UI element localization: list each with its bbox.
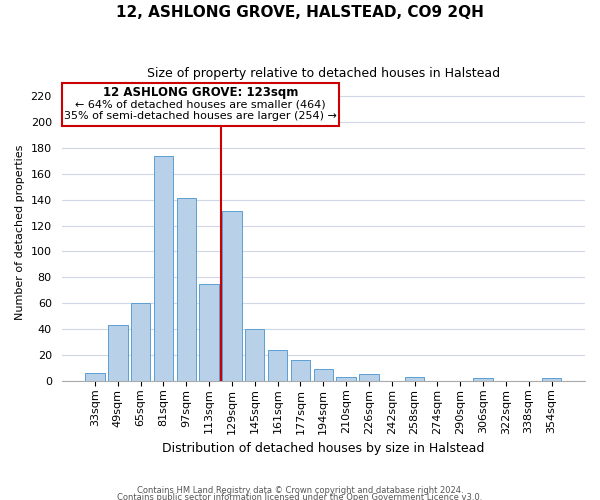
Bar: [268, 350, 287, 381]
Bar: [337, 377, 356, 381]
Bar: [245, 329, 265, 381]
FancyBboxPatch shape: [62, 83, 339, 126]
Bar: [473, 378, 493, 381]
Text: Contains public sector information licensed under the Open Government Licence v3: Contains public sector information licen…: [118, 494, 482, 500]
Bar: [291, 360, 310, 381]
Bar: [131, 303, 151, 381]
Title: Size of property relative to detached houses in Halstead: Size of property relative to detached ho…: [147, 68, 500, 80]
Bar: [405, 377, 424, 381]
Bar: [542, 378, 561, 381]
Text: Contains HM Land Registry data © Crown copyright and database right 2024.: Contains HM Land Registry data © Crown c…: [137, 486, 463, 495]
Bar: [199, 284, 219, 381]
Text: ← 64% of detached houses are smaller (464): ← 64% of detached houses are smaller (46…: [75, 100, 326, 110]
Y-axis label: Number of detached properties: Number of detached properties: [15, 144, 25, 320]
Bar: [359, 374, 379, 381]
Bar: [222, 212, 242, 381]
Text: 12, ASHLONG GROVE, HALSTEAD, CO9 2QH: 12, ASHLONG GROVE, HALSTEAD, CO9 2QH: [116, 5, 484, 20]
X-axis label: Distribution of detached houses by size in Halstead: Distribution of detached houses by size …: [162, 442, 484, 455]
Bar: [176, 198, 196, 381]
Bar: [108, 325, 128, 381]
Bar: [154, 156, 173, 381]
Bar: [314, 369, 333, 381]
Text: 35% of semi-detached houses are larger (254) →: 35% of semi-detached houses are larger (…: [64, 112, 337, 122]
Text: 12 ASHLONG GROVE: 123sqm: 12 ASHLONG GROVE: 123sqm: [103, 86, 298, 99]
Bar: [85, 373, 105, 381]
